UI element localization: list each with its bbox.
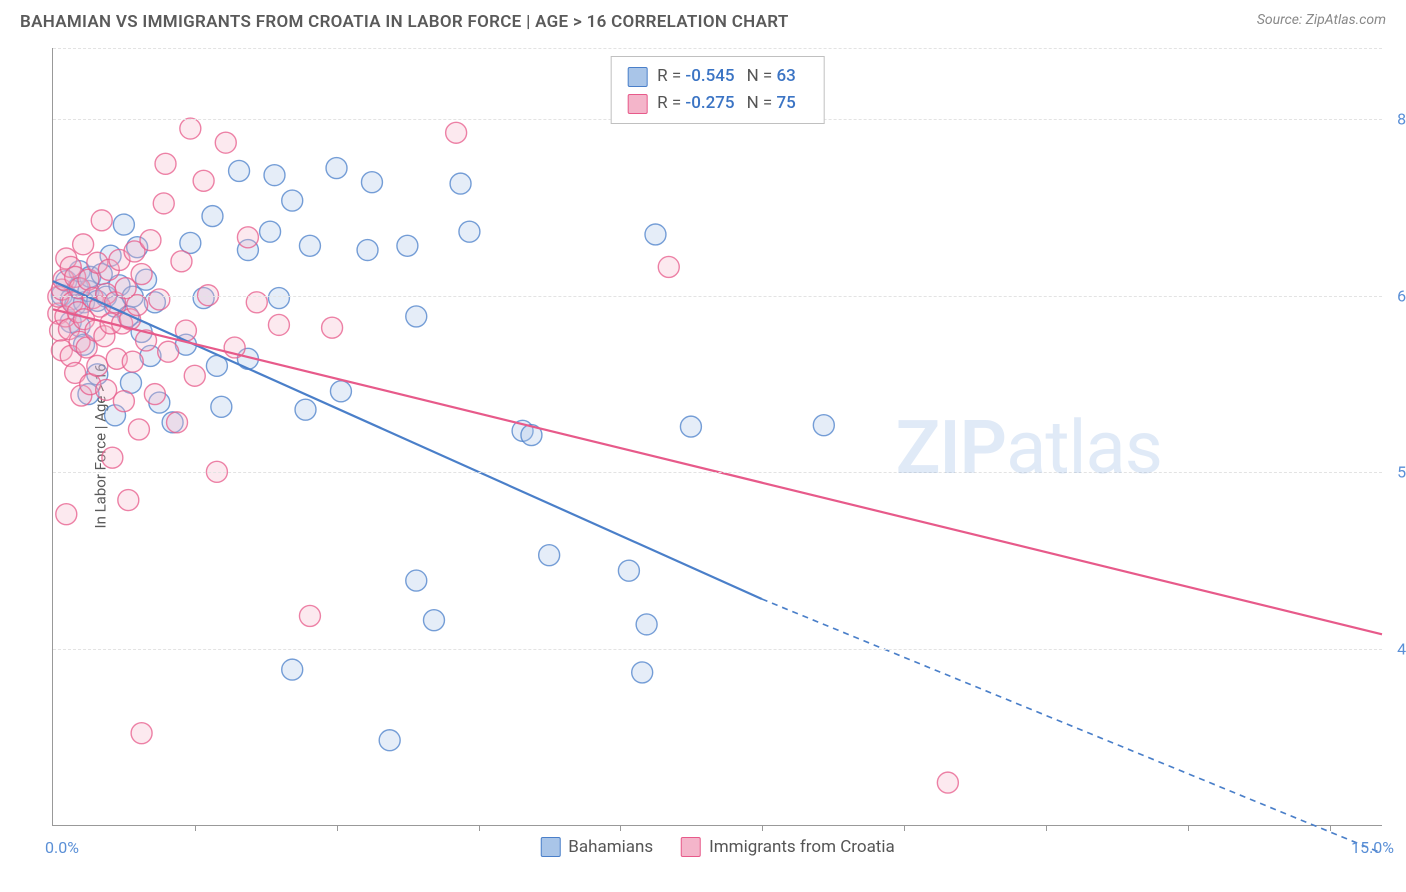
data-point [268,288,289,309]
data-point [326,158,347,179]
data-point [180,118,201,139]
chart-plot-area: R = -0.545N = 63 R = -0.275N = 75 ZIPatl… [52,48,1382,826]
y-tick-label: 67.5% [1397,286,1406,305]
x-tick-mark [195,825,196,831]
data-point [215,132,236,153]
data-point [56,504,77,525]
data-point [423,610,444,631]
x-tick-mark [904,825,905,831]
trend-line [53,281,762,599]
data-point [406,306,427,327]
data-point [282,659,303,680]
data-point [282,190,303,211]
swatch-bahamians-bottom [540,837,560,857]
trend-line-extrapolated [762,599,1382,853]
data-point [446,122,467,143]
data-point [937,772,958,793]
data-point [153,193,174,214]
legend-row-bahamians: R = -0.545N = 63 [627,63,808,90]
data-point [202,206,223,227]
data-point [618,560,639,581]
chart-title: BAHAMIAN VS IMMIGRANTS FROM CROATIA IN L… [20,12,789,32]
x-tick-mark [479,825,480,831]
correlation-legend: R = -0.545N = 63 R = -0.275N = 75 [610,56,825,124]
x-tick-mark [1046,825,1047,831]
data-point [813,415,834,436]
data-point [295,399,316,420]
data-point [122,351,143,372]
data-point [87,355,108,376]
data-point [299,605,320,626]
data-point [127,295,148,316]
data-point [128,419,149,440]
data-point [450,173,471,194]
data-point [193,170,214,191]
x-axis-max-label: 15.0% [1351,838,1394,857]
data-point [167,412,188,433]
data-point [113,391,134,412]
gridline [53,296,1382,297]
data-point [73,234,94,255]
data-point [102,447,123,468]
data-point [131,264,152,285]
x-axis-min-label: 0.0% [45,838,79,857]
data-point [357,240,378,261]
data-point [155,153,176,174]
swatch-croatia-bottom [681,837,701,857]
swatch-bahamians [627,67,647,87]
data-point [260,221,281,242]
data-point [184,365,205,386]
data-point [658,256,679,277]
data-point [459,221,480,242]
y-tick-label: 80.0% [1397,109,1406,128]
data-point [118,490,139,511]
data-point [361,172,382,193]
data-point [299,235,320,256]
data-point [91,210,112,231]
legend-item-bahamians: Bahamians [540,837,653,857]
data-point [636,614,657,635]
x-tick-mark [337,825,338,831]
data-point [158,341,179,362]
legend-row-croatia: R = -0.275N = 75 [627,90,808,117]
data-point [113,214,134,235]
x-tick-mark [1188,825,1189,831]
x-tick-mark [1330,825,1331,831]
scatter-svg [53,48,1382,825]
data-point [680,416,701,437]
data-point [237,227,258,248]
data-point [397,235,418,256]
data-point [379,730,400,751]
legend-label-croatia: Immigrants from Croatia [709,837,895,857]
series-legend: Bahamians Immigrants from Croatia [540,837,895,857]
legend-item-croatia: Immigrants from Croatia [681,837,895,857]
data-point [211,396,232,417]
data-point [149,289,170,310]
gridline [53,649,1382,650]
swatch-croatia [627,94,647,114]
data-point [140,230,161,251]
data-point [322,317,343,338]
data-point [229,160,250,181]
legend-label-bahamians: Bahamians [568,837,653,857]
data-point [268,314,289,335]
data-point [330,381,351,402]
source-attribution: Source: ZipAtlas.com [1257,12,1386,28]
data-point [144,384,165,405]
gridline [53,472,1382,473]
y-tick-label: 42.5% [1397,640,1406,659]
data-point [406,570,427,591]
data-point [632,662,653,683]
data-point [264,165,285,186]
x-tick-mark [762,825,763,831]
gridline [53,48,1382,49]
data-point [171,251,192,272]
data-point [131,723,152,744]
y-tick-label: 55.0% [1397,463,1406,482]
data-point [645,224,666,245]
data-point [539,545,560,566]
x-tick-mark [620,825,621,831]
